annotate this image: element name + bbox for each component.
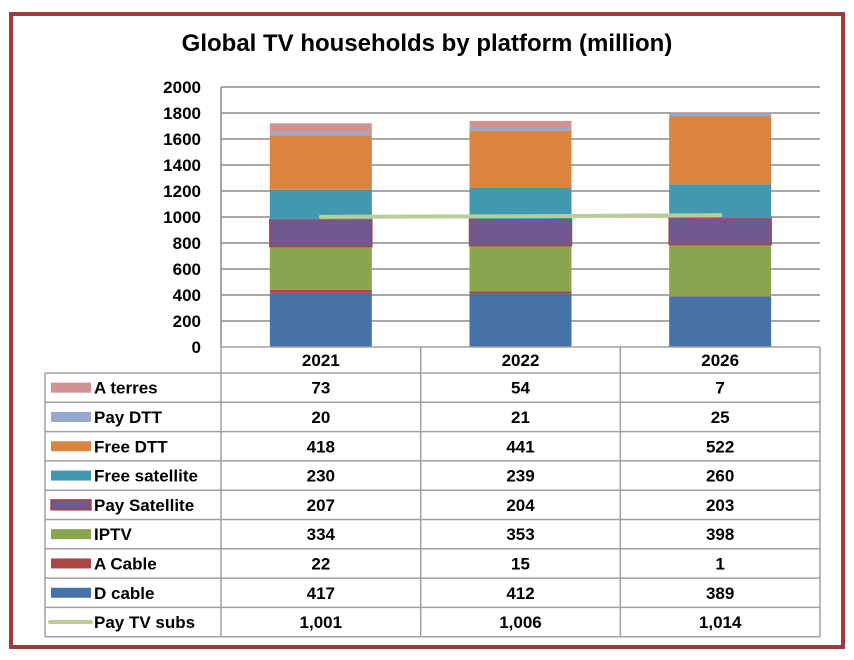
legend-swatch <box>51 411 91 422</box>
bar-segment-d-cable-2022 <box>469 293 572 347</box>
bar-segment-free-satellite-2022 <box>469 188 572 220</box>
table-cell: 239 <box>506 467 534 486</box>
bar-segment-a-cable-2026 <box>669 296 772 297</box>
y-tick-label: 1800 <box>163 104 201 123</box>
bar-segment-pay-satellite-2022 <box>468 218 573 247</box>
bar-segment-pay-satellite-2026 <box>668 217 772 246</box>
legend-swatch <box>50 499 92 511</box>
table-cell: 412 <box>506 584 534 603</box>
y-tick-label: 1000 <box>163 208 201 227</box>
bar-segment-free-satellite-2021 <box>269 189 372 220</box>
legend-label: A terres <box>94 379 158 398</box>
line-pay-tv-subs <box>318 213 723 219</box>
bar-segment-pay-satellite-2021 <box>269 218 373 248</box>
bar-segment-pay-dtt-2021 <box>269 132 372 136</box>
y-tick-label: 1400 <box>163 156 201 175</box>
bar-segment-iptv-2021 <box>269 246 372 290</box>
legend-label: Pay DTT <box>94 408 163 427</box>
table-cell: 204 <box>506 496 535 515</box>
y-tick-label: 1600 <box>163 130 201 149</box>
x-tick-label: 2021 <box>302 351 340 370</box>
bar-segment-a-terres-2021 <box>269 123 372 133</box>
table-cell: 230 <box>307 467 335 486</box>
legend-label: A Cable <box>94 554 157 573</box>
legend-swatch <box>51 470 91 481</box>
table-cell: 398 <box>706 525 734 544</box>
legend-swatch <box>51 529 91 540</box>
bar-segment-a-terres-2026 <box>669 112 772 114</box>
bar-segment-free-dtt-2022 <box>469 130 572 189</box>
bar-segment-a-terres-2022 <box>469 120 572 128</box>
bar-segment-iptv-2026 <box>669 244 772 297</box>
y-tick-label: 2000 <box>163 78 201 97</box>
table-cell: 1,001 <box>300 613 343 632</box>
bar-segment-a-cable-2021 <box>269 289 372 293</box>
table-cell: 15 <box>511 554 530 573</box>
table-cell: 54 <box>511 379 530 398</box>
y-tick-label: 0 <box>192 338 201 357</box>
table-cell: 1,014 <box>699 613 742 632</box>
bar-segment-a-cable-2022 <box>469 291 572 294</box>
y-tick-label: 1200 <box>163 182 201 201</box>
table-cell: 21 <box>511 408 530 427</box>
y-tick-label: 400 <box>173 286 201 305</box>
table-cell: 203 <box>706 496 734 515</box>
table-cell: 207 <box>307 496 335 515</box>
table-cell: 20 <box>311 408 330 427</box>
legend-label: Pay Satellite <box>94 496 194 515</box>
table-cell: 417 <box>307 584 335 603</box>
table-cell: 389 <box>706 584 734 603</box>
bar-segment-pay-dtt-2022 <box>469 127 572 131</box>
legend-label: D cable <box>94 584 154 603</box>
bar-segment-iptv-2022 <box>469 245 572 292</box>
table-cell: 25 <box>711 408 730 427</box>
x-tick-label: 2026 <box>701 351 739 370</box>
table-cell: 1,006 <box>499 613 542 632</box>
legend-label: Free satellite <box>94 467 198 486</box>
table-cell: 353 <box>506 525 534 544</box>
legend-swatch <box>51 587 91 598</box>
legend-swatch <box>51 558 91 569</box>
x-tick-label: 2022 <box>502 351 540 370</box>
bar-segment-free-dtt-2021 <box>269 135 372 190</box>
y-tick-label: 800 <box>173 234 201 253</box>
y-tick-label: 200 <box>173 312 201 331</box>
legend-label: Pay TV subs <box>94 613 195 632</box>
table-cell: 441 <box>506 437 534 456</box>
legend-label: IPTV <box>94 525 132 544</box>
table-cell: 260 <box>706 467 734 486</box>
table-cell: 418 <box>307 437 335 456</box>
table-cell: 7 <box>715 379 724 398</box>
table-cell: 334 <box>307 525 336 544</box>
legend-swatch <box>51 441 91 452</box>
bar-segment-d-cable-2021 <box>269 292 372 347</box>
legend-swatch <box>51 382 91 393</box>
bar-segment-pay-dtt-2026 <box>669 113 772 117</box>
table-cell: 73 <box>311 379 330 398</box>
table-cell: 1 <box>715 554 724 573</box>
bar-segment-d-cable-2026 <box>669 296 772 347</box>
legend-label: Free DTT <box>94 437 168 456</box>
bar-segment-free-satellite-2026 <box>669 184 772 219</box>
y-tick-label: 600 <box>173 260 201 279</box>
bar-segment-free-dtt-2026 <box>669 116 772 185</box>
chart-title: Global TV households by platform (millio… <box>181 30 673 57</box>
table-cell: 522 <box>706 437 734 456</box>
table-cell: 22 <box>311 554 330 573</box>
